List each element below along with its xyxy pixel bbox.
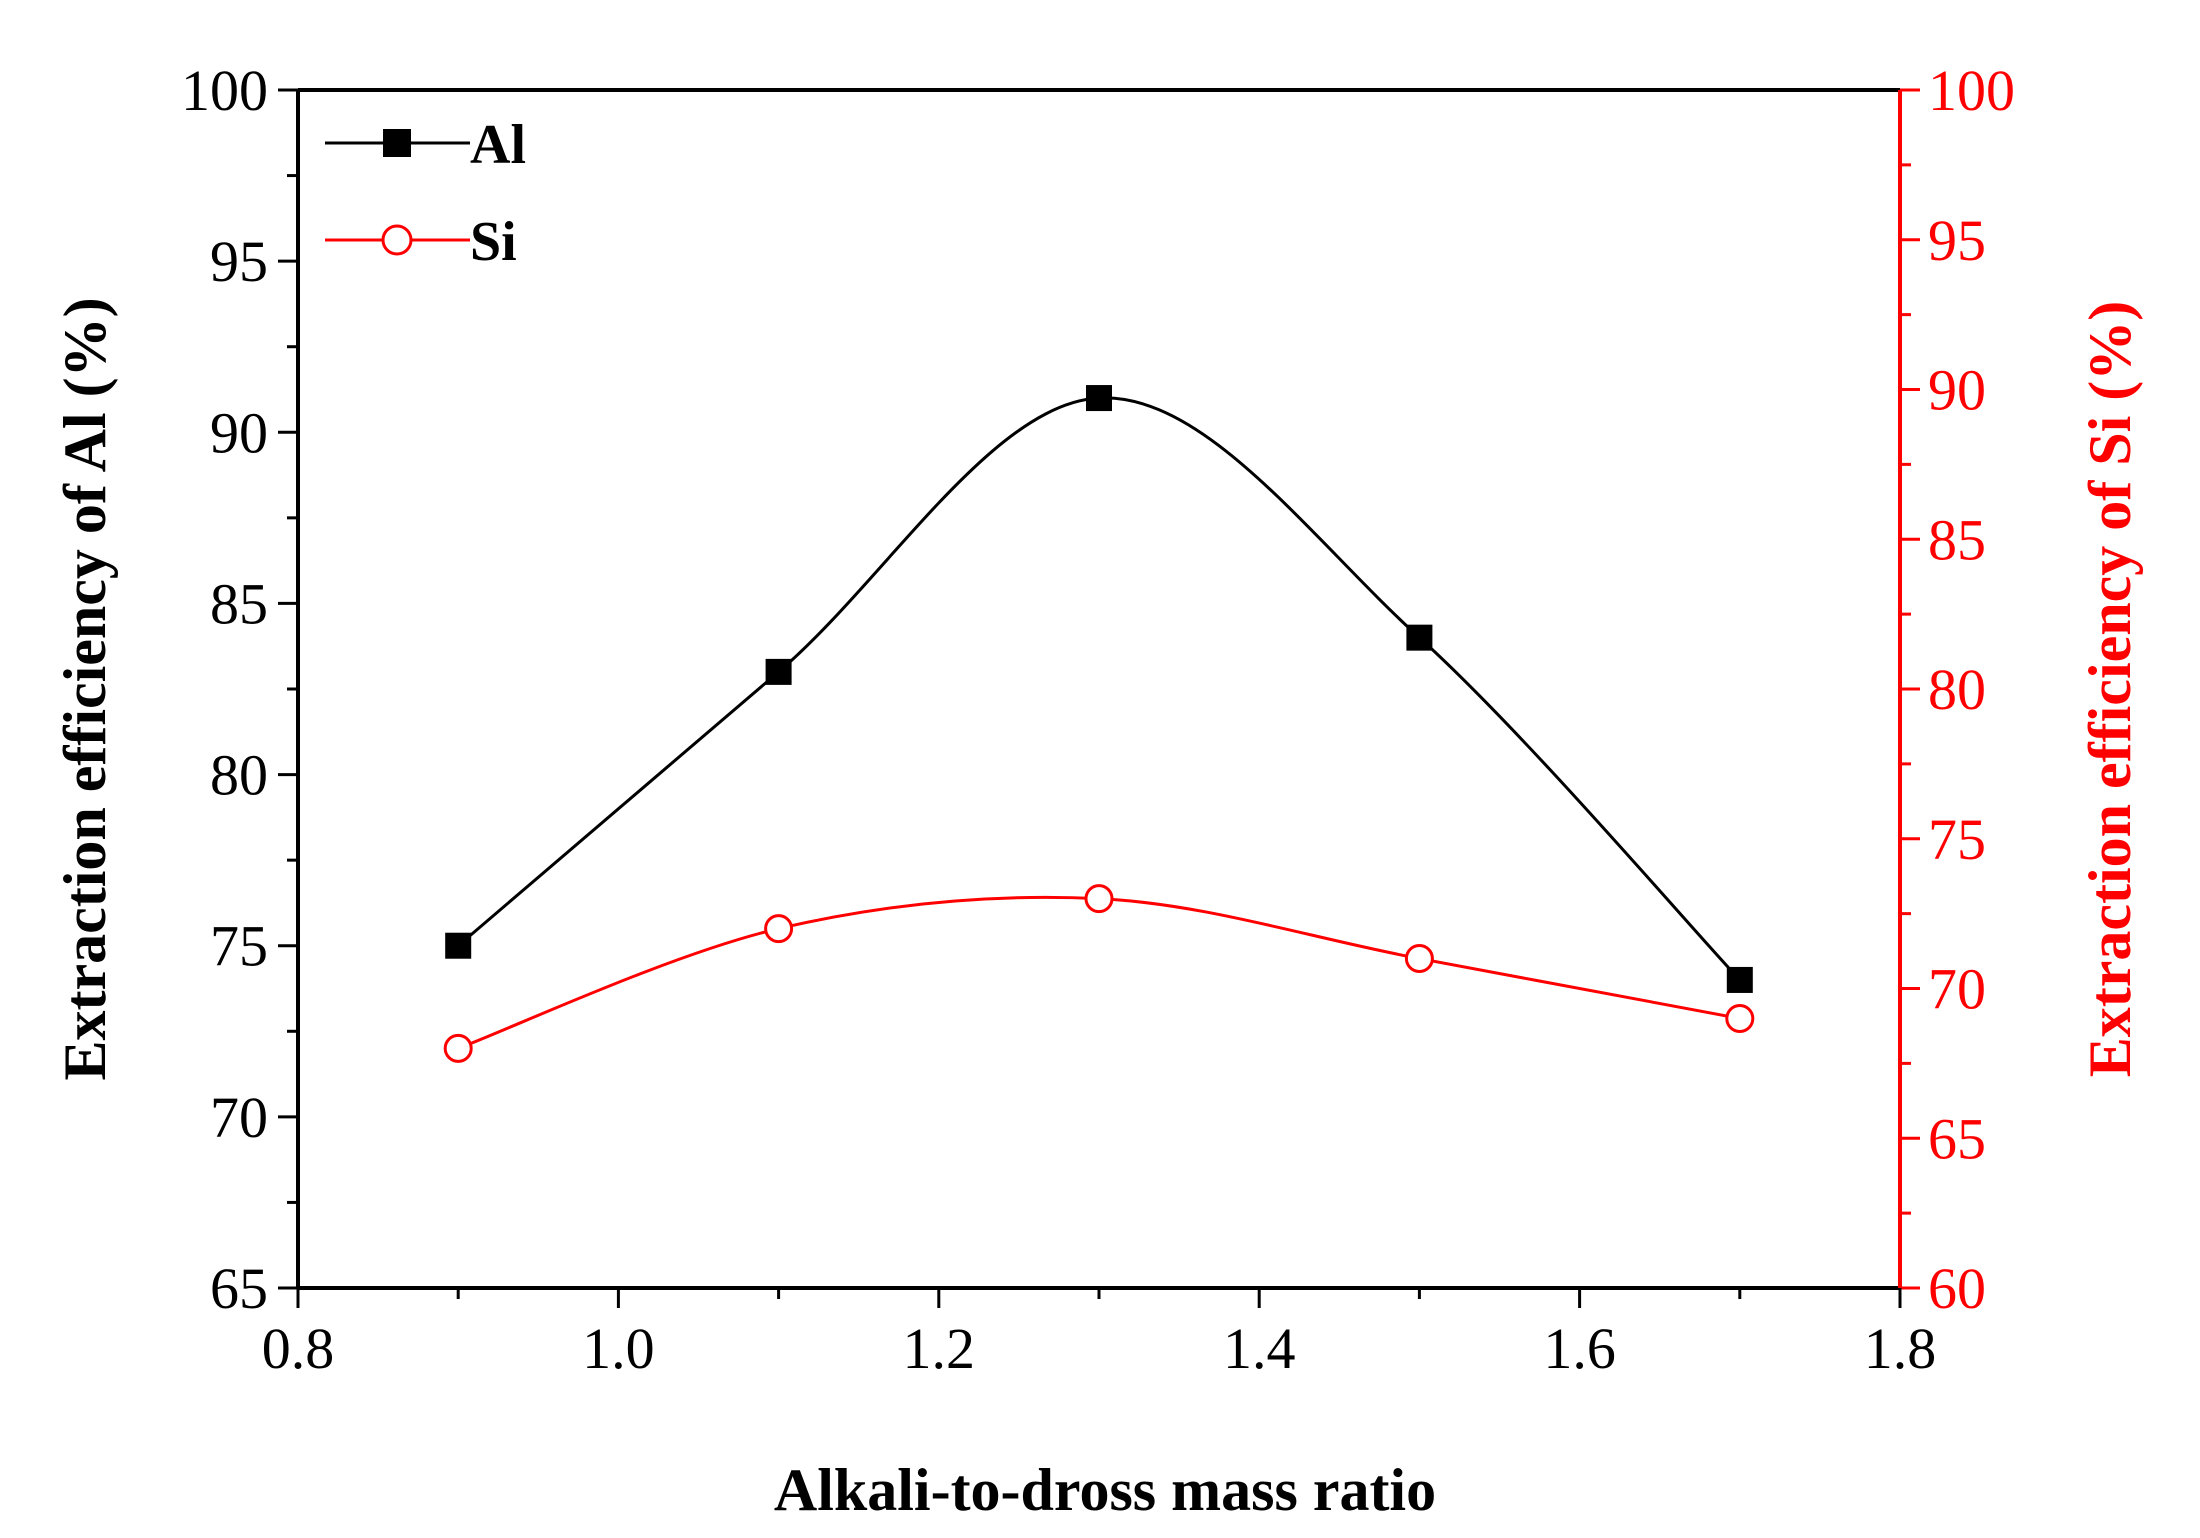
x-axis-title: Alkali-to-dross mass ratio — [774, 1457, 1436, 1523]
left-tick-label: 70 — [210, 1085, 268, 1150]
left-tick-label: 80 — [210, 743, 268, 808]
right-tick-label: 85 — [1928, 507, 1986, 572]
right-tick-label: 65 — [1928, 1106, 1986, 1171]
right-tick-label: 100 — [1928, 58, 2015, 123]
legend-al-marker — [383, 129, 411, 157]
right-tick-label: 80 — [1928, 657, 1986, 722]
x-axis-ticks: 0.8 1.0 1.2 1.4 1.6 1.8 — [262, 1288, 1937, 1381]
series-al-point — [1726, 966, 1753, 993]
x-tick-label: 1.0 — [582, 1316, 655, 1381]
legend-si-label: Si — [470, 211, 517, 273]
left-tick-label: 85 — [210, 571, 268, 636]
left-tick-label: 65 — [210, 1256, 268, 1321]
left-tick-label: 95 — [210, 229, 268, 294]
series-si-point — [764, 914, 794, 944]
right-tick-label: 70 — [1928, 957, 1986, 1022]
right-tick-label: 95 — [1928, 208, 1986, 273]
legend-al-label: Al — [470, 114, 526, 176]
series-al-point — [1406, 624, 1433, 651]
left-tick-label: 90 — [210, 400, 268, 465]
left-axis-ticks: 65 70 75 80 85 90 95 100 — [181, 58, 298, 1321]
x-tick-label: 0.8 — [262, 1316, 335, 1381]
right-tick-label: 90 — [1928, 358, 1986, 423]
series-al-point — [445, 932, 472, 959]
legend-si-marker — [381, 224, 413, 256]
x-tick-label: 1.6 — [1543, 1316, 1616, 1381]
series-si-point — [443, 1033, 473, 1063]
legend: Al Si — [325, 114, 526, 273]
series-layer — [443, 385, 1755, 1063]
left-axis-title: Extraction efficiency of Al (%) — [52, 297, 118, 1080]
right-tick-label: 75 — [1928, 807, 1986, 872]
left-tick-label: 75 — [210, 914, 268, 979]
series-al-point — [765, 658, 792, 685]
right-axis-title: Extraction efficiency of Si (%) — [2077, 301, 2143, 1077]
x-tick-label: 1.4 — [1223, 1316, 1296, 1381]
series-si-line — [457, 895, 1741, 1050]
right-tick-label: 60 — [1928, 1256, 1986, 1321]
series-al-point — [1086, 385, 1112, 412]
left-tick-label: 100 — [181, 58, 268, 123]
series-si-point — [1404, 944, 1434, 974]
series-si-point — [1725, 1003, 1755, 1033]
x-tick-label: 1.2 — [903, 1316, 976, 1381]
x-tick-label: 1.8 — [1864, 1316, 1937, 1381]
series-si-point — [1084, 884, 1114, 914]
right-axis-ticks: 60 65 70 75 80 85 90 95 100 — [1900, 58, 2015, 1321]
